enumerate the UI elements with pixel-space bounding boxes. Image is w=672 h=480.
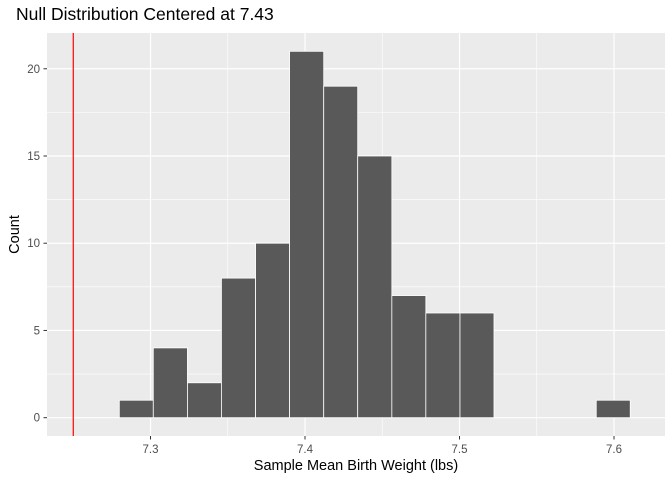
x-tick-label: 7.6 <box>606 444 622 456</box>
y-tick-label: 0 <box>34 413 40 425</box>
x-tick-label: 7.5 <box>452 444 468 456</box>
x-axis-title: Sample Mean Birth Weight (lbs) <box>254 458 458 474</box>
histogram-bars <box>118 50 631 419</box>
histogram-bar <box>221 277 256 419</box>
histogram-bar <box>323 85 359 419</box>
chart-title: Null Distribution Centered at 7.43 <box>16 4 274 24</box>
x-axis-ticks: 7.3 7.4 7.5 7.6 <box>143 436 622 456</box>
histogram-bar <box>255 242 290 419</box>
histogram-bar <box>425 312 461 419</box>
y-tick-label: 20 <box>27 64 40 76</box>
histogram-bar <box>289 50 325 419</box>
histogram-bar <box>118 399 154 419</box>
histogram-bar <box>391 295 427 419</box>
x-tick-label: 7.4 <box>297 444 314 456</box>
y-axis-ticks: 0 5 10 15 20 <box>27 64 47 425</box>
x-tick-label: 7.3 <box>143 444 159 456</box>
y-tick-label: 10 <box>27 238 40 250</box>
y-tick-label: 5 <box>34 325 40 337</box>
histogram-bar <box>187 382 222 419</box>
histogram-bar <box>459 312 495 419</box>
histogram-bar <box>595 399 631 419</box>
histogram-bar <box>357 155 393 419</box>
y-tick-label: 15 <box>27 151 40 163</box>
y-axis-title: Count <box>7 215 23 254</box>
histogram-bar <box>152 347 188 419</box>
